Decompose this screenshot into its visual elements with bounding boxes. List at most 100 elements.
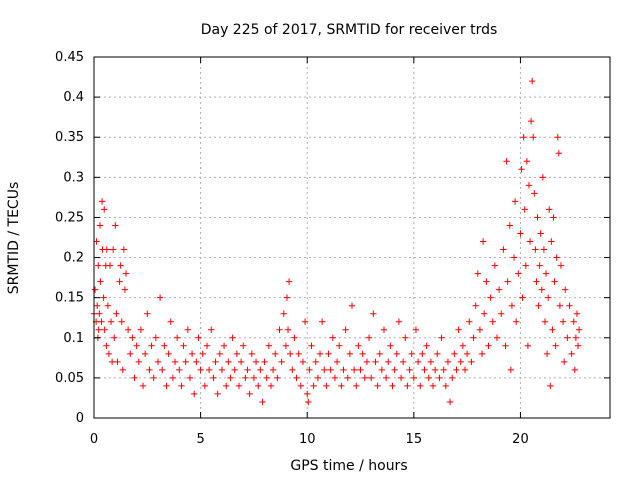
data-point xyxy=(304,390,311,398)
data-point xyxy=(429,382,437,390)
data-point xyxy=(495,286,503,293)
data-point xyxy=(263,374,270,382)
data-point xyxy=(533,278,540,285)
data-point xyxy=(308,342,315,349)
y-tick-label: 0.25 xyxy=(55,210,84,225)
data-point xyxy=(506,222,513,229)
data-point xyxy=(553,254,560,261)
data-point xyxy=(152,334,160,341)
data-point xyxy=(280,310,287,317)
data-point xyxy=(515,270,522,277)
data-point xyxy=(387,342,394,349)
data-point xyxy=(122,270,130,277)
data-point xyxy=(524,342,532,349)
data-point xyxy=(573,310,581,317)
data-point xyxy=(101,206,108,213)
data-point xyxy=(507,366,515,374)
data-point xyxy=(116,278,123,285)
data-point xyxy=(493,334,501,341)
data-point xyxy=(286,350,294,358)
data-point xyxy=(479,238,487,245)
data-point xyxy=(161,342,168,349)
data-point xyxy=(156,294,164,301)
data-point xyxy=(338,382,345,390)
data-point xyxy=(267,382,275,390)
data-point xyxy=(231,366,238,374)
data-point xyxy=(408,350,415,358)
data-point xyxy=(299,358,307,366)
data-point xyxy=(344,374,351,382)
data-point xyxy=(96,222,104,229)
data-point xyxy=(417,382,424,390)
data-point xyxy=(167,318,174,325)
data-point xyxy=(542,270,550,277)
data-point xyxy=(472,302,479,309)
data-point xyxy=(346,350,354,358)
data-point xyxy=(237,358,245,366)
data-point xyxy=(502,342,509,349)
data-point xyxy=(395,318,403,325)
y-tick-label: 0.4 xyxy=(63,90,84,105)
data-point xyxy=(468,358,475,366)
data-point xyxy=(197,366,204,374)
data-point xyxy=(549,326,556,333)
data-point xyxy=(550,214,557,221)
x-tick-label: 20 xyxy=(512,432,529,447)
data-point xyxy=(355,342,362,349)
data-point xyxy=(503,158,510,165)
data-point xyxy=(101,326,108,333)
data-point xyxy=(548,238,555,245)
data-point xyxy=(205,366,213,374)
data-point xyxy=(410,374,418,382)
data-point xyxy=(434,350,441,358)
data-point xyxy=(269,366,277,374)
data-point xyxy=(146,366,153,374)
data-point xyxy=(463,350,471,358)
data-point xyxy=(423,342,430,349)
data-point xyxy=(353,382,360,390)
data-point xyxy=(248,350,255,358)
data-point xyxy=(571,366,579,374)
data-point xyxy=(342,326,349,333)
y-tick-label: 0 xyxy=(76,411,84,426)
y-tick-label: 0.2 xyxy=(63,251,84,266)
data-point xyxy=(425,374,432,382)
data-point xyxy=(459,342,467,349)
data-point xyxy=(98,198,106,205)
y-axis-ticks: 0 0.05 0.1 0.15 0.2 0.25 0.3 0.35 0.4 0.45 xyxy=(55,50,610,426)
y-tick-label: 0.35 xyxy=(55,130,84,145)
data-point xyxy=(199,350,206,358)
data-point xyxy=(169,374,177,382)
y-tick-label: 0.1 xyxy=(63,331,84,346)
data-point xyxy=(402,334,409,341)
data-point xyxy=(361,374,368,382)
data-point xyxy=(478,350,486,358)
data-point xyxy=(406,366,413,374)
data-point xyxy=(214,390,221,398)
data-point xyxy=(191,390,198,398)
data-point xyxy=(284,326,292,333)
data-point xyxy=(404,382,411,390)
data-point xyxy=(103,246,110,253)
data-point xyxy=(552,342,559,349)
data-point xyxy=(133,342,140,349)
data-point xyxy=(474,270,482,277)
data-point xyxy=(212,358,219,366)
data-point xyxy=(104,302,112,309)
data-point xyxy=(314,374,322,382)
data-point xyxy=(135,358,142,366)
data-point xyxy=(274,374,281,382)
data-point xyxy=(242,374,249,382)
data-point xyxy=(367,374,375,382)
data-point xyxy=(483,278,490,285)
data-point xyxy=(210,374,217,382)
data-point xyxy=(229,334,236,341)
data-point xyxy=(201,382,209,390)
data-point xyxy=(318,318,326,325)
data-point xyxy=(519,294,526,301)
data-point xyxy=(575,326,583,333)
x-tick-label: 5 xyxy=(196,432,204,447)
data-point xyxy=(333,358,341,366)
data-point xyxy=(295,350,302,358)
